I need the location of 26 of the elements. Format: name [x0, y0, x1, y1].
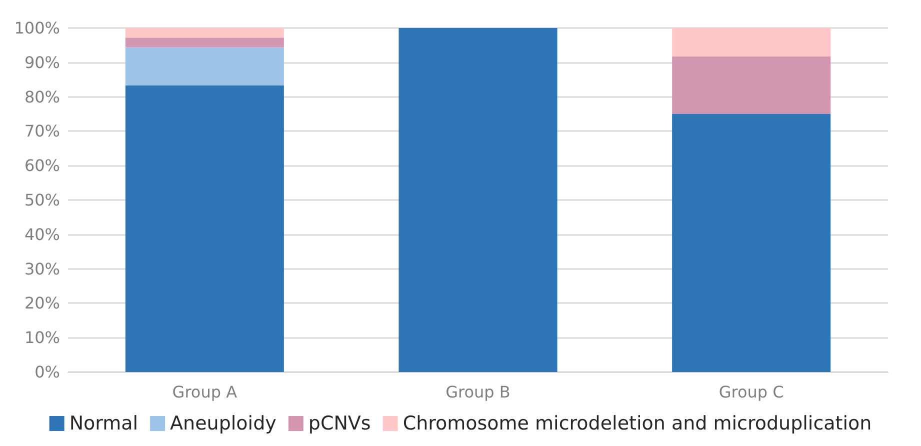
y-tick-label: 40% — [24, 224, 60, 244]
bar — [125, 47, 284, 86]
x-tick-label: Group A — [172, 382, 238, 402]
legend-label: pCNVs — [308, 412, 371, 434]
y-tick-label: 0% — [34, 362, 60, 382]
y-tick-label: 50% — [24, 190, 60, 210]
y-tick-label: 20% — [24, 294, 60, 313]
x-tick-label: Group B — [446, 382, 510, 402]
bar — [125, 38, 284, 48]
legend-label: Chromosome microdeletion and microduplication — [402, 412, 872, 434]
bar — [672, 28, 831, 57]
legend-label: Normal — [69, 412, 138, 434]
bar — [398, 28, 558, 372]
bar — [672, 114, 831, 372]
y-tick-label: 10% — [24, 328, 60, 348]
bar — [125, 85, 284, 372]
y-tick-label: 90% — [24, 52, 60, 72]
y-tick-label: 100% — [14, 18, 60, 38]
bar — [672, 56, 831, 114]
y-tick-label: 80% — [24, 87, 60, 106]
y-tick-label: 60% — [24, 156, 60, 176]
x-tick-label: Group C — [718, 382, 784, 402]
y-tick-label: 70% — [24, 122, 60, 141]
y-tick-label: 30% — [24, 259, 60, 278]
legend-label: Aneuploidy — [170, 412, 276, 434]
bar — [125, 28, 284, 38]
